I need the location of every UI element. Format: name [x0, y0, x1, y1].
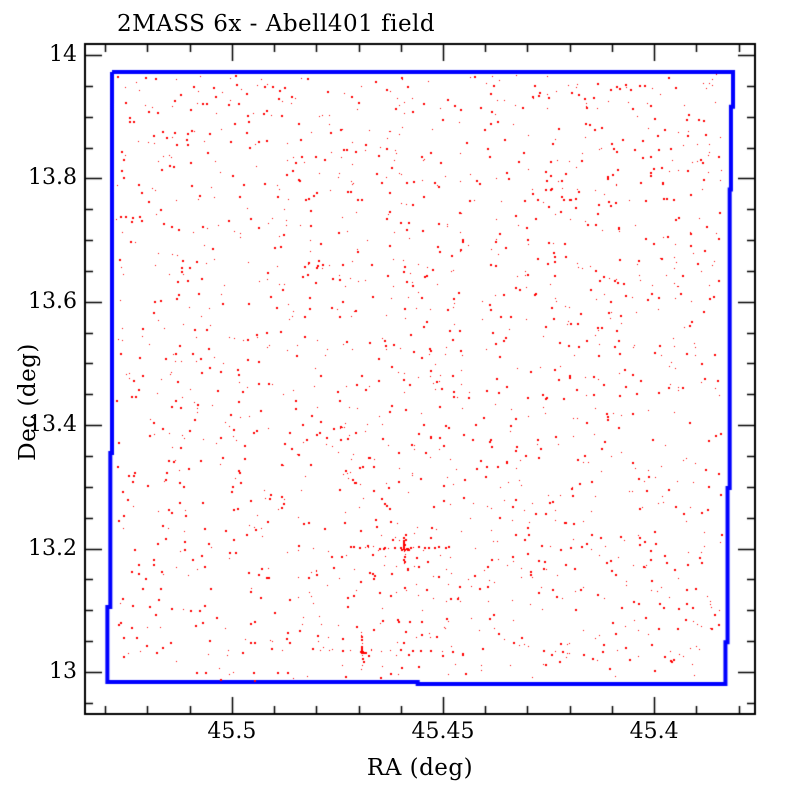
x-axis-label: RA (deg)	[366, 755, 474, 781]
x-tick-label: 45.5	[207, 719, 257, 744]
y-axis-label: Dec (deg)	[15, 343, 41, 461]
y-tick-label: 13	[49, 658, 77, 684]
y-tick-label: 13.2	[28, 535, 77, 561]
x-tick-label: 45.45	[411, 719, 475, 744]
x-tick-label: 45.4	[629, 719, 679, 744]
y-tick-label: 13.6	[28, 288, 77, 314]
y-tick-label: 14	[49, 41, 77, 67]
y-tick-label: 13.4	[28, 412, 77, 438]
y-tick-label: 13.8	[28, 165, 77, 191]
plot-title: 2MASS 6x - Abell401 field	[117, 11, 436, 37]
